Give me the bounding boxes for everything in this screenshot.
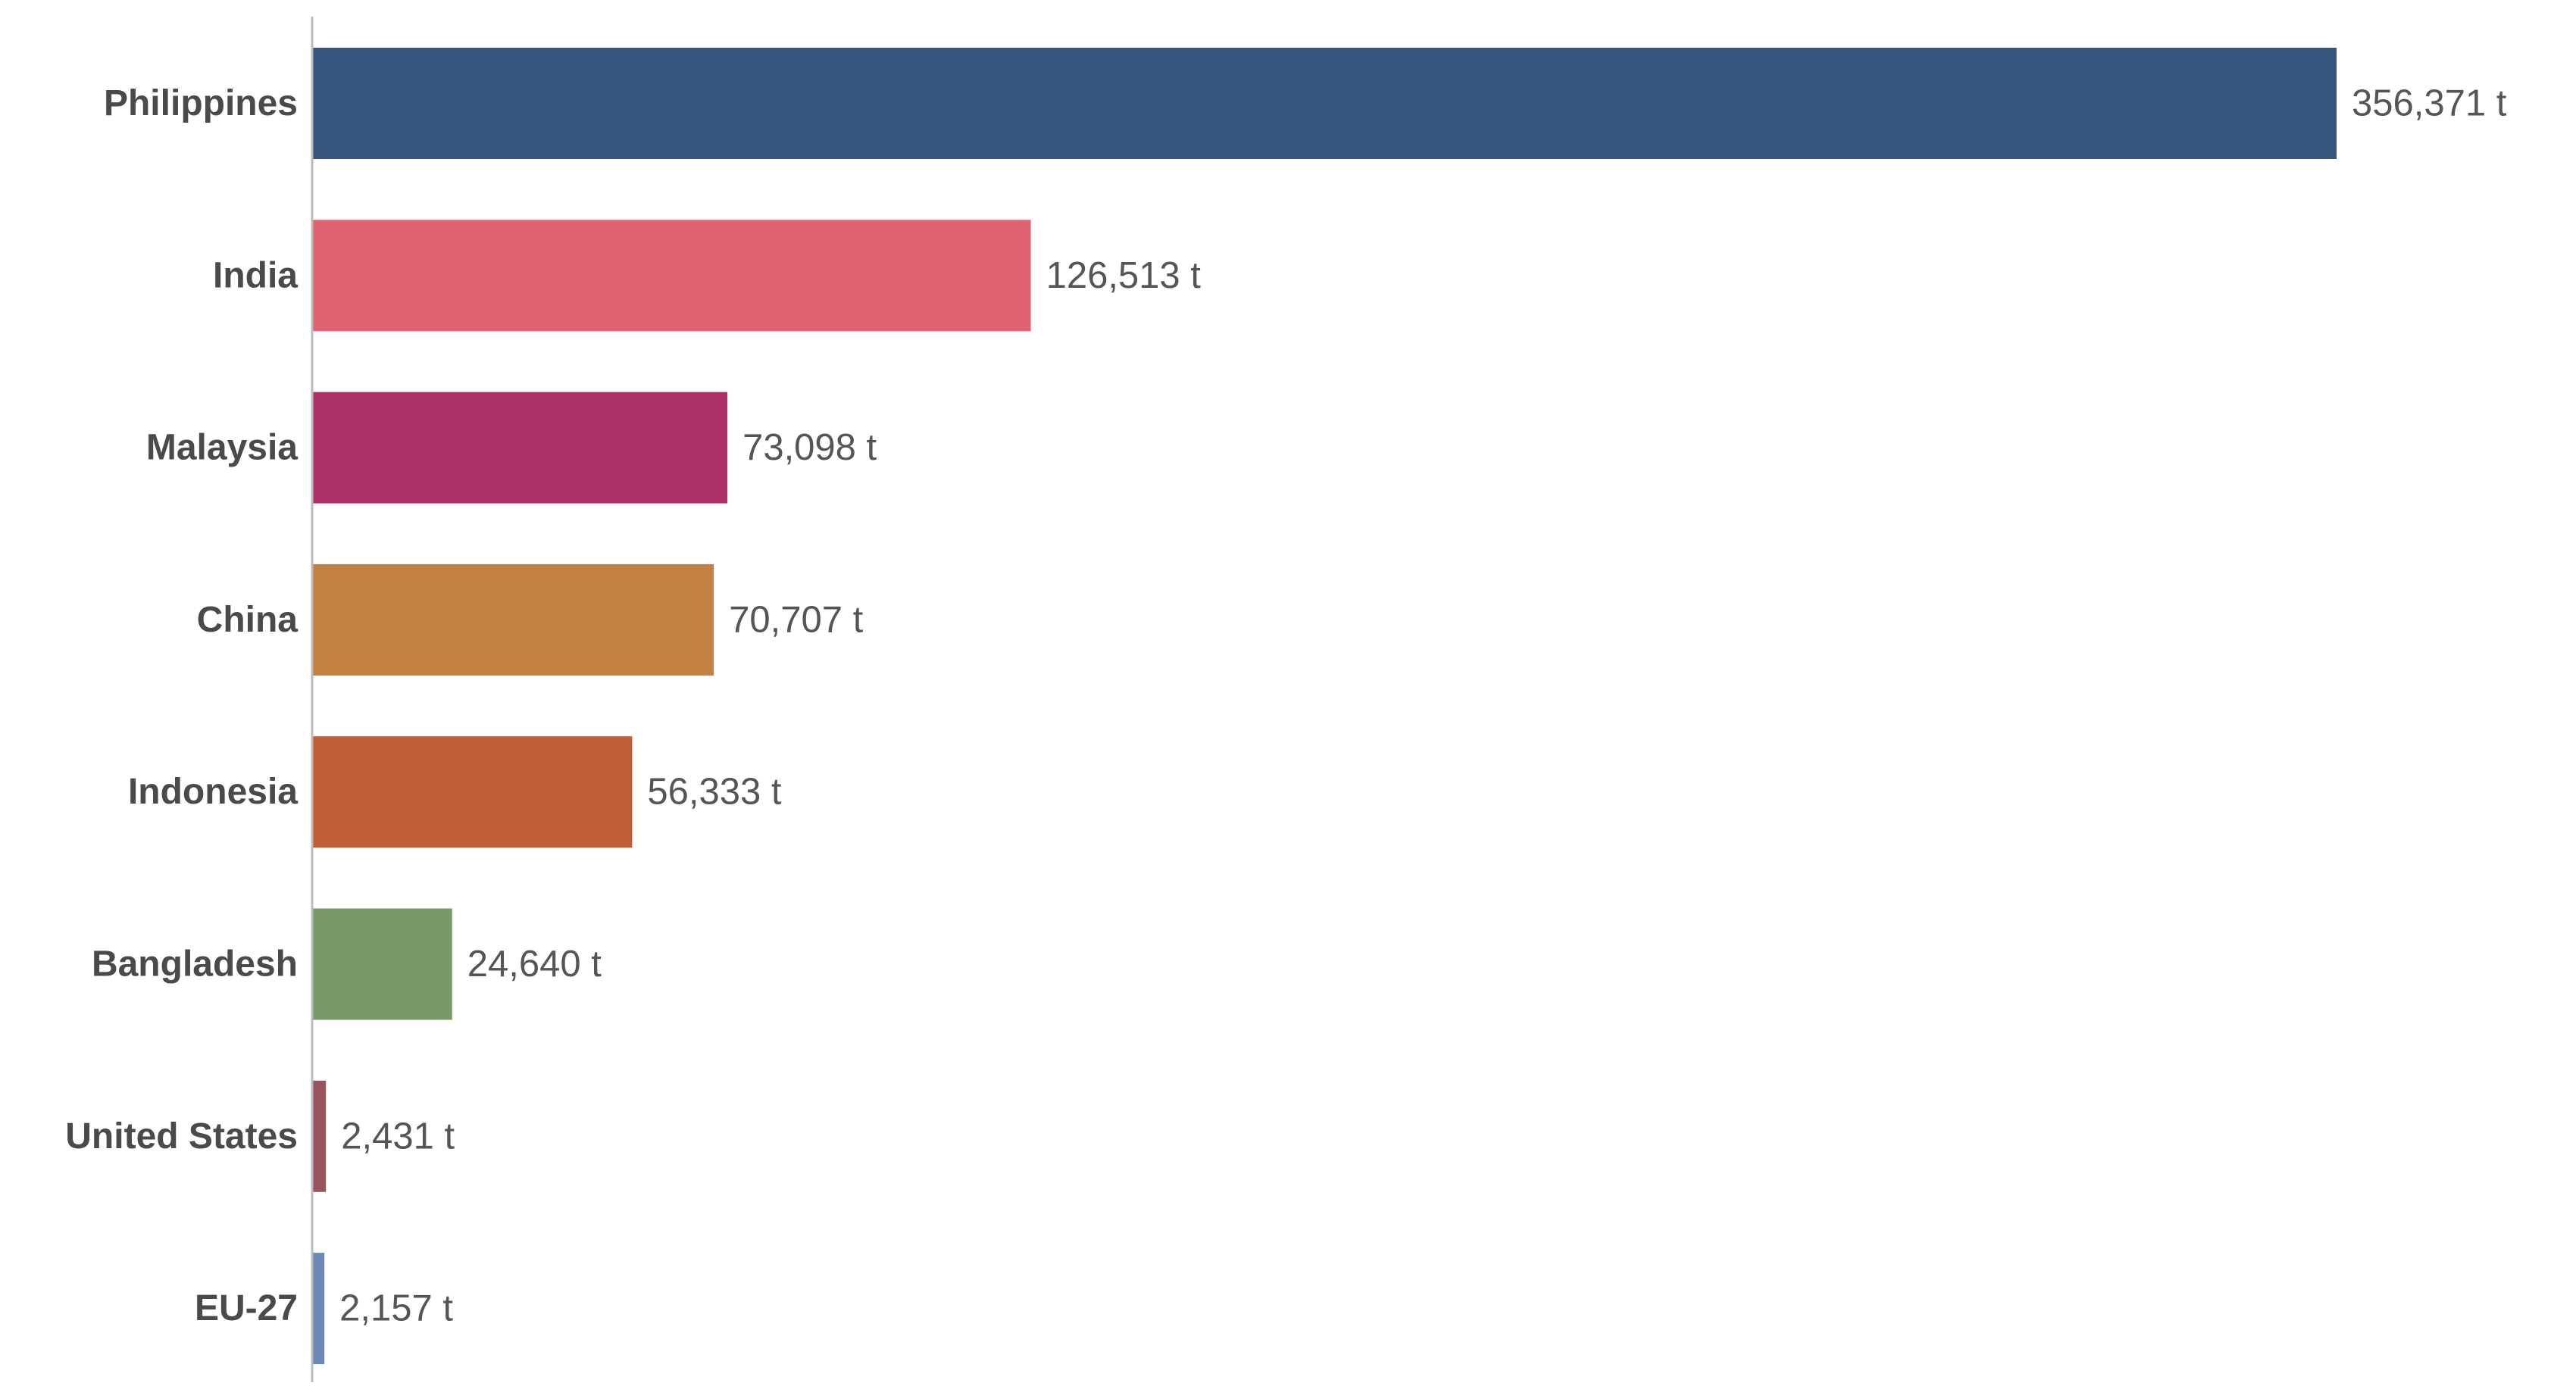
- bar-indonesia: [312, 736, 633, 848]
- value-label: 2,431 t: [341, 1116, 455, 1157]
- value-label: 126,513 t: [1046, 255, 1202, 296]
- bar-eu-27: [312, 1253, 325, 1365]
- bar-india: [312, 220, 1031, 332]
- category-label: Indonesia: [128, 772, 298, 812]
- bar-philippines: [312, 48, 2337, 159]
- bar-bangladesh: [312, 908, 452, 1020]
- bar-malaysia: [312, 392, 728, 504]
- bar-united-states: [312, 1080, 327, 1192]
- bar-china: [312, 563, 714, 676]
- category-label: EU-27: [195, 1288, 298, 1328]
- value-label: 24,640 t: [467, 944, 602, 985]
- category-label: United States: [65, 1116, 298, 1157]
- value-label: 356,371 t: [2352, 83, 2507, 124]
- value-label: 73,098 t: [742, 427, 877, 468]
- value-label: 56,333 t: [647, 772, 781, 813]
- category-label: India: [213, 255, 298, 295]
- category-label: Bangladesh: [92, 944, 298, 985]
- category-label: Philippines: [104, 83, 298, 123]
- category-label: Malaysia: [146, 428, 298, 468]
- category-label: China: [197, 600, 299, 640]
- value-label: 70,707 t: [729, 599, 863, 640]
- value-label: 2,157 t: [339, 1288, 453, 1329]
